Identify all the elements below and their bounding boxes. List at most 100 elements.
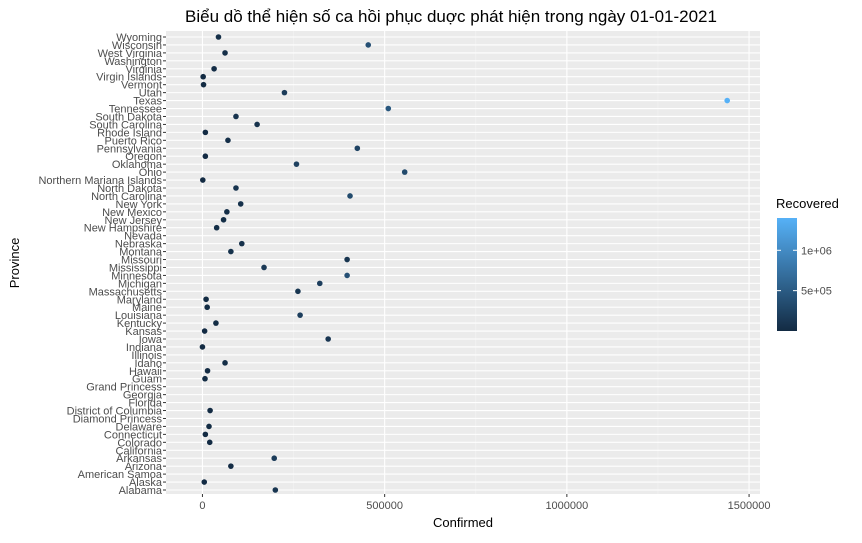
- y-tick-label: Delaware: [116, 421, 162, 433]
- data-point: [254, 121, 260, 128]
- chart-title: Biểu dồ thể hiện số ca hồi phục duợc phá…: [185, 7, 717, 26]
- legend-colorbar: [777, 218, 797, 331]
- y-tick-label: Puerto Rico: [105, 135, 162, 147]
- data-point: [271, 455, 278, 462]
- data-point: [201, 328, 208, 334]
- x-tick-label: 500000: [366, 500, 403, 512]
- y-tick-label: Wyoming: [116, 32, 162, 44]
- y-tick-label: Virgin Islands: [96, 72, 162, 84]
- data-point: [199, 344, 206, 350]
- data-point: [215, 34, 222, 40]
- y-tick-label: Maine: [132, 302, 162, 314]
- data-point: [200, 81, 207, 88]
- y-tick-label: Montana: [119, 247, 163, 259]
- y-tick-label: Idaho: [134, 358, 162, 370]
- y-tick-label: Guam: [132, 374, 162, 386]
- data-point: [344, 256, 350, 263]
- data-point: [272, 487, 279, 493]
- y-axis-label: Province: [7, 238, 22, 289]
- color-legend: Recovered 5e+05 1e+06: [776, 196, 839, 331]
- y-tick-label: Illinois: [131, 350, 162, 362]
- data-point: [365, 42, 372, 48]
- data-point: [211, 65, 217, 72]
- y-tick-label: Louisiana: [115, 310, 163, 322]
- data-point: [297, 312, 303, 318]
- data-point: [224, 209, 230, 215]
- y-tick-label: Hawaii: [129, 366, 162, 378]
- y-tick-label: New Hampshire: [84, 223, 162, 235]
- legend-tick-label: 5e+05: [801, 286, 832, 298]
- legend-title: Recovered: [776, 196, 839, 211]
- data-point: [213, 224, 220, 231]
- data-point: [207, 407, 213, 414]
- data-point: [385, 105, 392, 112]
- y-tick-label: South Carolina: [89, 119, 163, 131]
- y-tick-label: Connecticut: [104, 429, 162, 441]
- data-point: [325, 336, 331, 342]
- data-point: [228, 248, 234, 255]
- y-tick-label: Kansas: [125, 326, 162, 338]
- y-tick-label: Vermont: [121, 80, 162, 92]
- y-tick-label: Maryland: [117, 294, 162, 306]
- y-tick-label: Kentucky: [117, 318, 163, 330]
- x-tick-label: 0: [199, 500, 205, 512]
- data-point: [202, 153, 209, 160]
- data-point: [206, 439, 213, 446]
- data-point: [281, 89, 288, 96]
- y-tick-label: Texas: [133, 96, 162, 108]
- data-point: [354, 145, 361, 152]
- data-point: [202, 431, 209, 438]
- data-point: [228, 463, 234, 469]
- data-point: [202, 129, 209, 136]
- y-tick-label: Pennsylvania: [97, 143, 163, 155]
- y-tick-label: Arizona: [125, 461, 163, 473]
- data-point: [237, 201, 244, 207]
- y-tick-label: Wisconsin: [112, 40, 162, 52]
- y-tick-label: Colorado: [117, 437, 162, 449]
- data-point: [222, 50, 228, 56]
- y-tick-label: Tennessee: [109, 104, 162, 116]
- y-tick-label: Iowa: [139, 334, 163, 346]
- data-point: [347, 193, 353, 199]
- data-point: [295, 288, 301, 295]
- data-point: [204, 304, 210, 311]
- y-tick-label: Indiana: [126, 342, 163, 354]
- y-tick-label: New Jersey: [105, 215, 163, 227]
- data-point: [261, 264, 267, 271]
- data-point: [233, 113, 239, 120]
- y-tick-label: North Carolina: [91, 191, 163, 203]
- data-point: [213, 320, 219, 326]
- data-point: [225, 137, 231, 144]
- x-tick-label: 1000000: [545, 500, 588, 512]
- data-point: [293, 161, 300, 167]
- y-tick-label: Georgia: [123, 390, 163, 402]
- y-tick-label: Virginia: [126, 64, 163, 76]
- y-tick-label: Grand Princess: [86, 382, 162, 394]
- x-axis: 0 500000 1000000 1500000: [199, 494, 770, 512]
- y-tick-label: California: [116, 445, 163, 457]
- y-tick-label: Alaska: [129, 477, 163, 489]
- y-tick-label: Northern Mariana Islands: [38, 175, 162, 187]
- y-tick-label: Utah: [139, 88, 162, 100]
- data-point: [233, 185, 239, 191]
- y-tick-label: South Dakota: [95, 111, 163, 123]
- y-tick-label: Washington: [104, 56, 162, 68]
- y-tick-label: Ohio: [139, 167, 162, 179]
- y-tick-label: Nevada: [124, 231, 163, 243]
- y-tick-label: American Samoa: [78, 469, 163, 481]
- y-tick-label: Rhode Island: [97, 127, 162, 139]
- data-points: [199, 34, 731, 493]
- y-tick-label: Massachusetts: [89, 286, 163, 298]
- y-tick-label: Arkansas: [116, 453, 162, 465]
- data-point: [238, 240, 245, 247]
- y-tick-label: Nebraska: [115, 239, 163, 251]
- data-point: [203, 296, 209, 303]
- y-tick-label: Florida: [128, 398, 163, 410]
- data-point: [222, 360, 228, 366]
- data-point: [724, 97, 731, 104]
- data-point: [206, 423, 212, 430]
- y-tick-label: Missouri: [121, 255, 162, 267]
